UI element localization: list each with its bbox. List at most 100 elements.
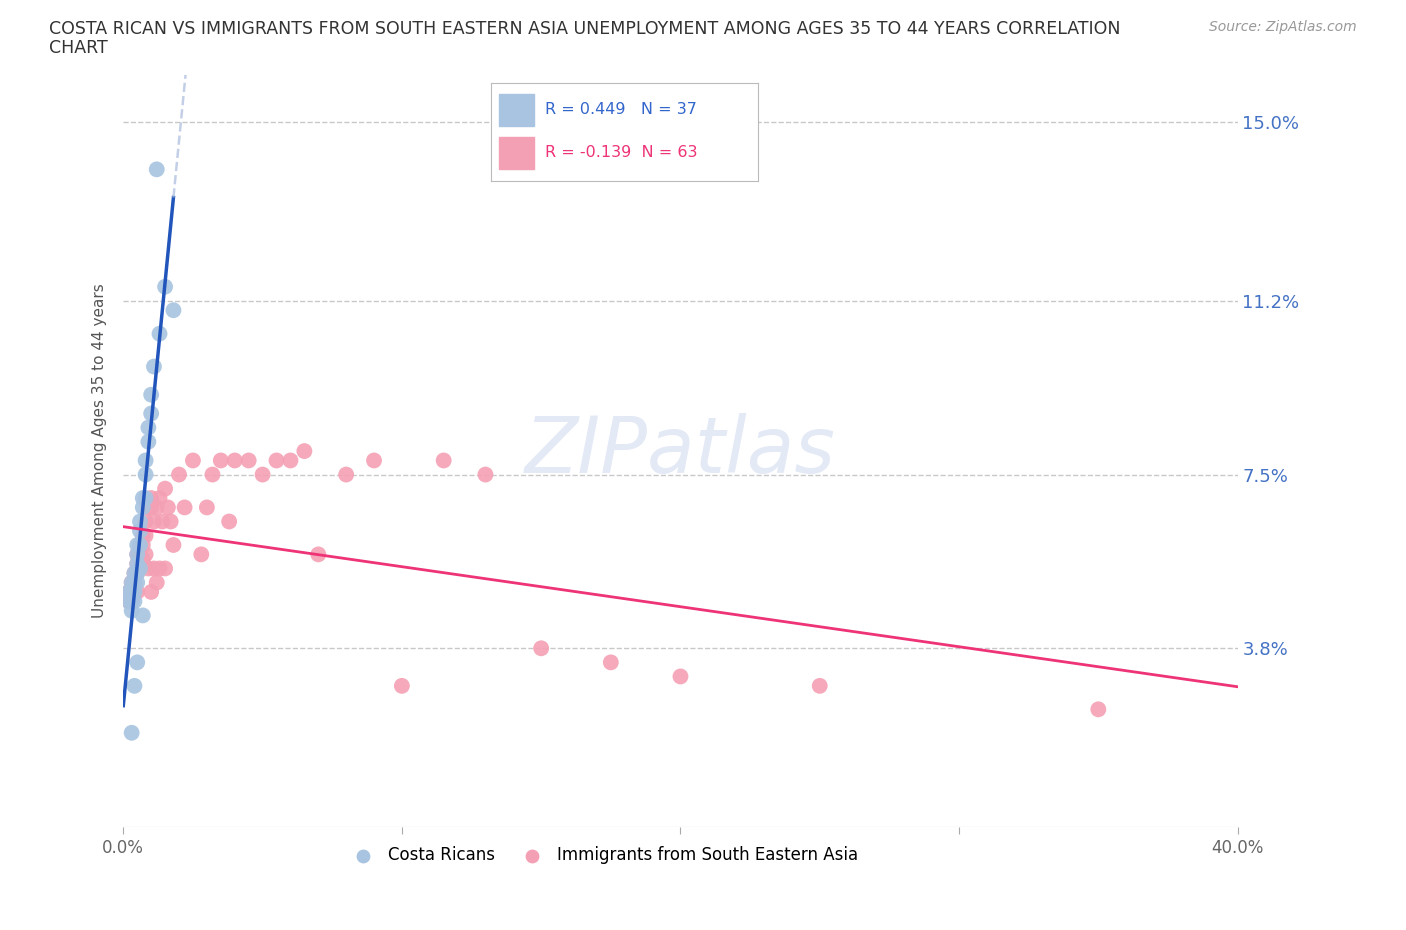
Point — [118, 594, 141, 609]
Point — [335, 467, 357, 482]
Point — [252, 467, 274, 482]
Point — [141, 387, 163, 402]
Point — [132, 528, 155, 543]
Point — [238, 453, 260, 468]
Point — [124, 584, 146, 599]
Point — [124, 565, 146, 580]
Point — [474, 467, 496, 482]
Point — [1087, 702, 1109, 717]
Point — [129, 514, 152, 529]
Point — [173, 500, 195, 515]
Y-axis label: Unemployment Among Ages 35 to 44 years: Unemployment Among Ages 35 to 44 years — [93, 284, 107, 618]
Point — [121, 584, 143, 599]
Point — [141, 406, 163, 421]
Point — [127, 655, 149, 670]
Point — [127, 556, 149, 571]
Point — [201, 467, 224, 482]
Point — [129, 524, 152, 538]
Point — [132, 608, 155, 623]
Point — [127, 547, 149, 562]
Point — [142, 561, 165, 576]
Point — [224, 453, 246, 468]
Point — [127, 565, 149, 580]
Point — [129, 538, 152, 552]
Text: Source: ZipAtlas.com: Source: ZipAtlas.com — [1209, 20, 1357, 34]
Point — [433, 453, 456, 468]
Point — [142, 359, 165, 374]
Point — [156, 500, 179, 515]
Point — [127, 556, 149, 571]
Point — [121, 594, 143, 609]
Point — [145, 575, 167, 590]
Point — [135, 491, 157, 506]
Point — [218, 514, 240, 529]
Point — [391, 678, 413, 693]
Point — [142, 514, 165, 529]
Point — [167, 467, 190, 482]
Point — [153, 481, 176, 496]
Point — [141, 491, 163, 506]
Point — [127, 538, 149, 552]
Point — [808, 678, 831, 693]
Point — [135, 528, 157, 543]
Point — [266, 453, 288, 468]
Point — [135, 467, 157, 482]
Point — [121, 725, 143, 740]
Point — [292, 444, 315, 458]
Point — [135, 514, 157, 529]
Point — [150, 514, 173, 529]
Point — [121, 575, 143, 590]
Point — [162, 303, 184, 318]
Point — [162, 538, 184, 552]
Point — [190, 547, 212, 562]
Point — [132, 500, 155, 515]
Point — [363, 453, 385, 468]
Point — [148, 491, 170, 506]
Point — [132, 538, 155, 552]
Point — [138, 500, 160, 515]
Point — [118, 584, 141, 599]
Point — [135, 547, 157, 562]
Point — [599, 655, 621, 670]
Point — [135, 453, 157, 468]
Point — [129, 561, 152, 576]
Point — [280, 453, 302, 468]
Point — [138, 434, 160, 449]
Point — [121, 584, 143, 599]
Point — [132, 551, 155, 566]
Point — [121, 594, 143, 609]
Point — [530, 641, 553, 656]
Point — [307, 547, 329, 562]
Point — [132, 491, 155, 506]
Point — [121, 604, 143, 618]
Point — [145, 500, 167, 515]
Point — [141, 500, 163, 515]
Point — [138, 561, 160, 576]
Point — [181, 453, 204, 468]
Point — [153, 279, 176, 294]
Point — [141, 584, 163, 599]
Text: ZIPatlas: ZIPatlas — [524, 413, 837, 489]
Point — [669, 669, 692, 684]
Point — [124, 575, 146, 590]
Point — [129, 547, 152, 562]
Point — [148, 326, 170, 341]
Legend: Costa Ricans, Immigrants from South Eastern Asia: Costa Ricans, Immigrants from South East… — [340, 840, 865, 871]
Point — [209, 453, 232, 468]
Point — [124, 565, 146, 580]
Point — [148, 561, 170, 576]
Point — [159, 514, 181, 529]
Point — [195, 500, 218, 515]
Point — [129, 561, 152, 576]
Point — [129, 538, 152, 552]
Text: CHART: CHART — [49, 39, 108, 57]
Point — [118, 594, 141, 609]
Point — [124, 575, 146, 590]
Point — [127, 547, 149, 562]
Point — [138, 420, 160, 435]
Point — [124, 678, 146, 693]
Point — [127, 565, 149, 580]
Point — [127, 584, 149, 599]
Point — [118, 584, 141, 599]
Text: COSTA RICAN VS IMMIGRANTS FROM SOUTH EASTERN ASIA UNEMPLOYMENT AMONG AGES 35 TO : COSTA RICAN VS IMMIGRANTS FROM SOUTH EAS… — [49, 20, 1121, 38]
